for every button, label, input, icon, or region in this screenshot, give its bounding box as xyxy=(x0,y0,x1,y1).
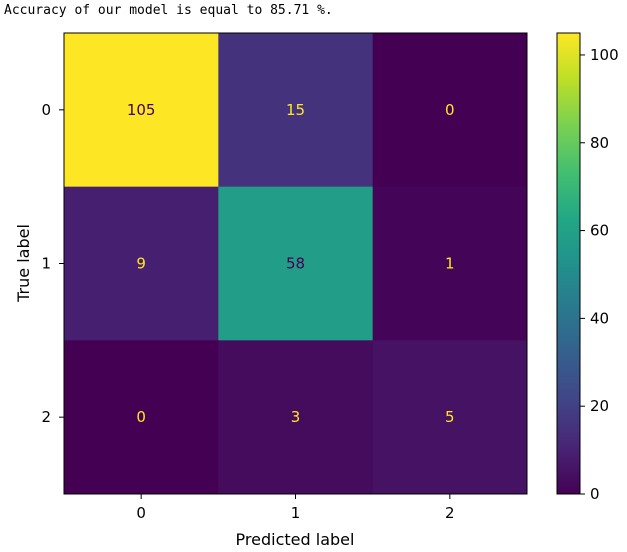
heatmap-cell-value: 3 xyxy=(291,408,301,426)
heatmap-cell xyxy=(64,186,219,341)
y-axis-ticks: 0 1 2 xyxy=(41,101,64,426)
y-axis-label: True label xyxy=(14,224,33,303)
heatmap-cells xyxy=(64,33,528,495)
y-tick-label: 0 xyxy=(41,101,51,119)
colorbar-tick-label: 100 xyxy=(590,46,619,64)
colorbar-ticks: 0 20 40 60 80 100 xyxy=(580,46,619,503)
heatmap-cell-value: 58 xyxy=(286,255,305,273)
colorbar-tick-label: 20 xyxy=(590,397,609,415)
heatmap-cell xyxy=(218,186,374,341)
heatmap-cell xyxy=(64,33,219,188)
colorbar-tick-label: 80 xyxy=(590,134,609,152)
colorbar xyxy=(556,32,581,495)
y-tick-label: 2 xyxy=(41,408,51,426)
heatmap-cell-value: 0 xyxy=(136,408,146,426)
heatmap-cell xyxy=(372,33,528,188)
colorbar-tick-label: 0 xyxy=(590,485,600,503)
x-tick-label: 2 xyxy=(445,504,455,522)
heatmap-cell-value: 5 xyxy=(445,408,455,426)
x-axis-label: Predicted label xyxy=(236,530,355,549)
y-tick-label: 1 xyxy=(41,255,51,273)
console-output-text: Accuracy of our model is equal to 85.71 … xyxy=(4,3,333,18)
colorbar-tick-label: 60 xyxy=(590,222,609,240)
heatmap-cell xyxy=(218,33,374,188)
heatmap-cell-labels: 105 15 0 9 58 1 0 3 5 xyxy=(127,101,455,426)
heatmap-cell-value: 15 xyxy=(286,101,305,119)
x-tick-label: 1 xyxy=(291,504,301,522)
heatmap-cell xyxy=(372,340,528,495)
heatmap-cell-value: 0 xyxy=(445,101,455,119)
heatmap-cell xyxy=(64,340,219,495)
heatmap-cell xyxy=(218,340,374,495)
heatmap-cell-value: 9 xyxy=(136,255,146,273)
heatmap-cell-value: 1 xyxy=(445,255,455,273)
colorbar-tick-label: 40 xyxy=(590,309,609,327)
x-axis-ticks: 0 1 2 xyxy=(136,494,455,522)
heatmap-cell xyxy=(372,186,528,341)
x-tick-label: 0 xyxy=(136,504,146,522)
heatmap-cell-value: 105 xyxy=(127,101,156,119)
